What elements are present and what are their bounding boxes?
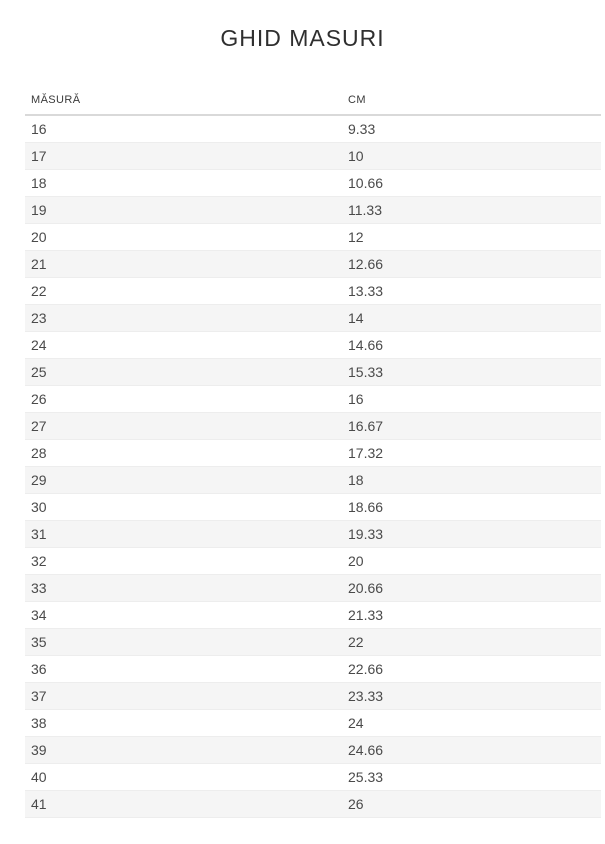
cm-cell: 15.33 bbox=[342, 358, 601, 386]
table-row: 20 12 bbox=[25, 223, 601, 251]
size-cell: 39 bbox=[25, 736, 342, 764]
size-cell: 32 bbox=[25, 547, 342, 575]
size-cell: 19 bbox=[25, 196, 342, 224]
size-cell: 27 bbox=[25, 412, 342, 440]
size-cell: 34 bbox=[25, 601, 342, 629]
size-cell: 35 bbox=[25, 628, 342, 656]
cm-cell: 18.66 bbox=[342, 493, 601, 521]
table-row: 26 16 bbox=[25, 385, 601, 413]
cm-cell: 22 bbox=[342, 628, 601, 656]
table-header: MĂSURĂ CM bbox=[25, 89, 601, 116]
size-cell: 24 bbox=[25, 331, 342, 359]
table-row: 39 24.66 bbox=[25, 736, 601, 764]
table-row: 24 14.66 bbox=[25, 331, 601, 359]
size-table-body: 16 9.33 17 10 18 10.66 19 11.33 20 12 21 12.66 22 13.… bbox=[25, 114, 601, 818]
cm-cell: 23.33 bbox=[342, 682, 601, 710]
size-cell: 40 bbox=[25, 763, 342, 791]
table-row: 34 21.33 bbox=[25, 601, 601, 629]
table-row: 18 10.66 bbox=[25, 169, 601, 197]
cm-cell: 10.66 bbox=[342, 169, 601, 197]
size-cell: 29 bbox=[25, 466, 342, 494]
table-row: 27 16.67 bbox=[25, 412, 601, 440]
table-row: 23 14 bbox=[25, 304, 601, 332]
size-cell: 31 bbox=[25, 520, 342, 548]
cm-cell: 16.67 bbox=[342, 412, 601, 440]
table-row: 21 12.66 bbox=[25, 250, 601, 278]
cm-cell: 19.33 bbox=[342, 520, 601, 548]
cm-cell bbox=[342, 817, 601, 844]
cm-cell: 17.32 bbox=[342, 439, 601, 467]
table-row: 17 10 bbox=[25, 142, 601, 170]
cm-cell: 14 bbox=[342, 304, 601, 332]
table-row: 32 20 bbox=[25, 547, 601, 575]
size-cell: 22 bbox=[25, 277, 342, 305]
table-row: 16 9.33 bbox=[25, 114, 601, 143]
cm-cell: 24 bbox=[342, 709, 601, 737]
size-cell: 26 bbox=[25, 385, 342, 413]
table-row: 40 25.33 bbox=[25, 763, 601, 791]
size-guide-table: MĂSURĂ CM 16 9.33 17 10 18 10.66 19 11.33 20 12 21… bbox=[25, 89, 601, 844]
table-row: 35 22 bbox=[25, 628, 601, 656]
size-table-overflow bbox=[25, 817, 601, 844]
table-row: 38 24 bbox=[25, 709, 601, 737]
table-row: 30 18.66 bbox=[25, 493, 601, 521]
page-title: GHID MASURI bbox=[220, 25, 385, 51]
table-row: 28 17.32 bbox=[25, 439, 601, 467]
partial-row bbox=[25, 817, 601, 844]
cm-cell: 13.33 bbox=[342, 277, 601, 305]
size-cell bbox=[25, 817, 342, 844]
size-cell: 30 bbox=[25, 493, 342, 521]
column-header-cm: CM bbox=[342, 89, 601, 116]
cm-cell: 21.33 bbox=[342, 601, 601, 629]
cm-cell: 11.33 bbox=[342, 196, 601, 224]
table-row: 36 22.66 bbox=[25, 655, 601, 683]
cm-cell: 26 bbox=[342, 790, 601, 818]
table-row: 29 18 bbox=[25, 466, 601, 494]
table-row: 25 15.33 bbox=[25, 358, 601, 386]
size-cell: 33 bbox=[25, 574, 342, 602]
cm-cell: 18 bbox=[342, 466, 601, 494]
cm-cell: 20 bbox=[342, 547, 601, 575]
table-row: 22 13.33 bbox=[25, 277, 601, 305]
table-row: 31 19.33 bbox=[25, 520, 601, 548]
header-row: MĂSURĂ CM bbox=[25, 89, 601, 116]
size-cell: 20 bbox=[25, 223, 342, 251]
cm-cell: 16 bbox=[342, 385, 601, 413]
size-cell: 38 bbox=[25, 709, 342, 737]
size-cell: 17 bbox=[25, 142, 342, 170]
table-row: 37 23.33 bbox=[25, 682, 601, 710]
cm-cell: 22.66 bbox=[342, 655, 601, 683]
size-cell: 21 bbox=[25, 250, 342, 278]
cm-cell: 12.66 bbox=[342, 250, 601, 278]
size-guide-page: GHID MASURI MĂSURĂ CM 16 9.33 17 10 18 10.66 1… bbox=[25, 25, 601, 818]
table-row: 41 26 bbox=[25, 790, 601, 818]
cm-cell: 20.66 bbox=[342, 574, 601, 602]
cm-cell: 10 bbox=[342, 142, 601, 170]
table-row: 33 20.66 bbox=[25, 574, 601, 602]
cm-cell: 25.33 bbox=[342, 763, 601, 791]
cm-cell: 9.33 bbox=[342, 114, 601, 143]
size-cell: 25 bbox=[25, 358, 342, 386]
table-row: 19 11.33 bbox=[25, 196, 601, 224]
cm-cell: 14.66 bbox=[342, 331, 601, 359]
size-cell: 18 bbox=[25, 169, 342, 197]
size-cell: 37 bbox=[25, 682, 342, 710]
cm-cell: 12 bbox=[342, 223, 601, 251]
size-cell: 28 bbox=[25, 439, 342, 467]
size-cell: 36 bbox=[25, 655, 342, 683]
column-header-size: MĂSURĂ bbox=[25, 89, 342, 116]
size-cell: 41 bbox=[25, 790, 342, 818]
size-cell: 23 bbox=[25, 304, 342, 332]
size-cell: 16 bbox=[25, 114, 342, 143]
cm-cell: 24.66 bbox=[342, 736, 601, 764]
